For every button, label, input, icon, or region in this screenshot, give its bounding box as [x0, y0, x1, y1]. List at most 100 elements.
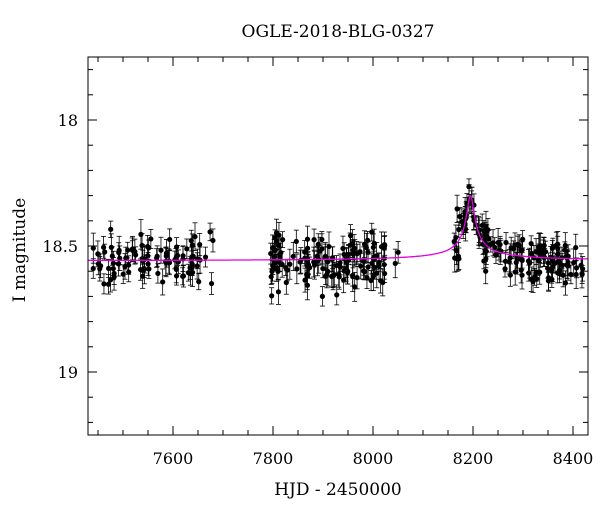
data-point	[483, 223, 489, 229]
data-point	[110, 266, 116, 272]
data-point	[138, 231, 144, 237]
data-point	[347, 233, 354, 239]
y-tick-label: 19	[58, 363, 78, 382]
data-point	[537, 269, 543, 275]
data-point	[302, 249, 308, 255]
data-point	[319, 246, 325, 252]
data-point	[516, 243, 522, 249]
data-point	[101, 281, 107, 287]
data-point	[483, 248, 489, 254]
data-point	[562, 280, 569, 286]
data-point	[457, 213, 463, 220]
data-point	[276, 232, 282, 238]
data-point	[107, 277, 114, 283]
data-point	[108, 226, 114, 232]
data-point	[126, 269, 132, 275]
data-point	[208, 280, 215, 287]
data-point	[98, 263, 104, 269]
data-point	[573, 265, 580, 271]
data-point	[549, 276, 555, 282]
data-point	[349, 240, 355, 247]
data-point	[336, 274, 342, 280]
data-point	[350, 274, 356, 280]
data-point	[283, 279, 289, 286]
data-point	[290, 253, 296, 260]
data-point	[555, 241, 561, 247]
data-point	[333, 262, 340, 269]
data-point	[269, 293, 275, 299]
data-point	[319, 293, 326, 299]
data-point	[525, 258, 532, 264]
data-point	[503, 239, 509, 246]
data-point	[110, 260, 116, 266]
data-point	[571, 260, 577, 266]
data-point	[324, 271, 330, 278]
data-point	[358, 263, 364, 269]
model-curve	[88, 195, 588, 262]
data-point	[556, 267, 563, 273]
data-point	[345, 268, 351, 275]
data-point	[146, 266, 152, 272]
data-point	[148, 236, 154, 242]
data-point	[578, 262, 584, 268]
data-point	[272, 260, 278, 266]
data-point	[271, 247, 277, 254]
data-point	[528, 251, 535, 257]
data-point	[314, 253, 320, 259]
data-point	[166, 260, 173, 266]
data-point	[454, 206, 460, 212]
data-point	[370, 244, 376, 251]
data-point	[520, 236, 526, 242]
data-point	[365, 264, 371, 270]
data-point	[484, 233, 490, 240]
data-point	[345, 251, 352, 257]
data-point	[294, 266, 300, 272]
data-point	[378, 278, 384, 284]
data-point	[145, 253, 151, 259]
data-point	[511, 246, 517, 252]
data-point	[141, 256, 148, 262]
data-point	[340, 245, 346, 252]
data-point	[376, 263, 382, 269]
data-point	[552, 260, 558, 266]
data-point	[392, 260, 398, 267]
data-point	[354, 275, 360, 281]
data-point	[490, 240, 496, 246]
data-point	[549, 267, 555, 273]
data-point	[207, 229, 213, 235]
x-axis-ticks: 7600 7800 8000 8200 8400	[97, 57, 593, 468]
data-point	[536, 244, 542, 250]
data-point	[368, 277, 374, 284]
data-point	[320, 265, 326, 272]
data-point	[540, 248, 547, 255]
data-point	[174, 252, 181, 259]
data-point	[549, 245, 555, 252]
data-point	[541, 242, 547, 249]
data-point	[492, 244, 498, 251]
data-point	[361, 241, 368, 247]
data-point	[573, 271, 579, 278]
data-point	[334, 292, 340, 298]
data-point	[512, 242, 518, 248]
data-point	[311, 237, 317, 243]
x-tick-label: 8000	[353, 449, 394, 468]
data-point	[535, 257, 541, 263]
data-point	[140, 273, 146, 279]
data-point	[293, 238, 299, 245]
data-point	[502, 266, 508, 272]
data-point	[277, 254, 283, 260]
data-point	[528, 240, 534, 247]
data-point	[378, 244, 385, 250]
data-point	[454, 256, 460, 262]
data-point	[138, 266, 144, 273]
data-point	[145, 261, 151, 267]
data-point	[371, 240, 377, 246]
data-point	[325, 259, 331, 265]
y-tick-label: 18.5	[42, 237, 78, 256]
data-point	[189, 242, 195, 248]
data-point	[562, 242, 568, 249]
data-point	[341, 277, 347, 283]
data-point	[555, 246, 561, 252]
data-point	[381, 261, 387, 268]
data-point	[453, 234, 459, 241]
